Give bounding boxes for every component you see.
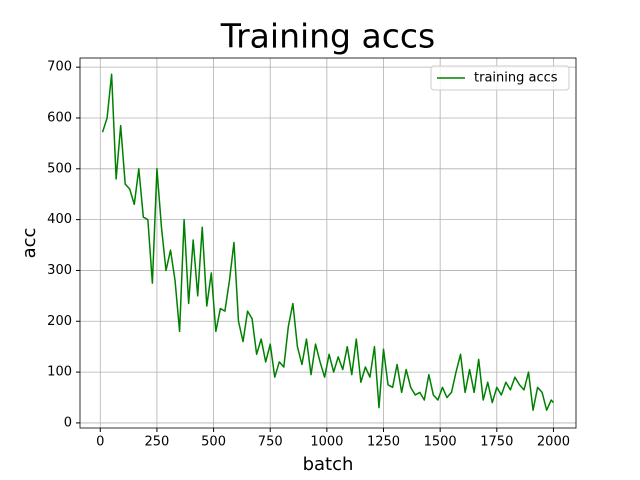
y-tick-label: 0	[64, 415, 72, 430]
x-tick-label: 0	[96, 435, 104, 450]
x-tick-label: 1750	[480, 435, 513, 450]
y-tick-label: 300	[47, 263, 72, 278]
y-tick-label: 400	[47, 212, 72, 227]
x-axis-label: batch	[303, 454, 354, 475]
y-tick-label: 500	[47, 161, 72, 176]
x-tick-label: 1000	[310, 435, 343, 450]
legend-label: training accs	[474, 71, 558, 86]
legend-box	[430, 65, 570, 91]
y-tick-label: 600	[47, 110, 72, 125]
y-tick-label: 200	[47, 314, 72, 329]
y-tick-label: 100	[47, 365, 72, 380]
x-tick-label: 1500	[424, 435, 457, 450]
chart-title: Training accs	[220, 17, 435, 56]
x-tick-label: 2000	[537, 435, 570, 450]
x-tick-label: 500	[201, 435, 226, 450]
x-tick-label: 250	[145, 435, 170, 450]
y-axis-label: acc	[19, 228, 40, 259]
axes-frame	[79, 57, 577, 429]
data-line	[101, 73, 555, 411]
y-tick-label: 700	[47, 60, 72, 75]
x-tick-label: 1250	[367, 435, 400, 450]
x-tick-label: 750	[258, 435, 283, 450]
